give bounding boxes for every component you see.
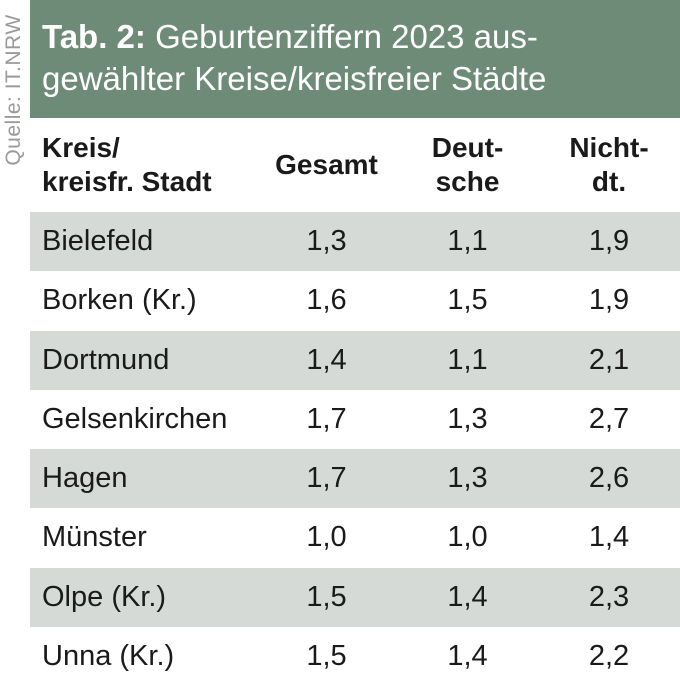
cell-deutsche: 1,5: [447, 284, 488, 317]
cell-nichtdeutsche: 2,6: [588, 462, 630, 495]
cell-nichtdeutsche: 2,2: [588, 639, 630, 672]
cell-deutsche: 1,3: [447, 402, 488, 435]
cell-deutsche: 1,4: [447, 639, 488, 672]
cell-deutsche: 1,0: [447, 521, 488, 554]
cell-deutsche: 1,1: [447, 343, 488, 376]
table-row: Unna (Kr.) 1,5 1,4 2,2: [30, 626, 680, 686]
cell-kreis: Unna (Kr.): [42, 639, 175, 672]
cell-nichtdeutsche: 1,9: [588, 225, 630, 258]
table-row: Olpe (Kr.) 1,5 1,4 2,3: [30, 567, 680, 627]
cell-gesamt: 1,3: [306, 225, 347, 258]
cell-gesamt: 1,7: [306, 462, 347, 495]
source-note: Quelle: IT.NRW: [0, 0, 28, 686]
cell-gesamt: 1,4: [306, 343, 347, 376]
cell-gesamt: 1,0: [306, 521, 347, 554]
cell-nichtdeutsche: 1,4: [588, 521, 630, 554]
cell-kreis: Gelsenkirchen: [42, 402, 228, 435]
cell-kreis: Olpe (Kr.): [42, 580, 167, 613]
cell-kreis: Bielefeld: [42, 225, 154, 258]
header-nichtdeutsche: Nicht- dt.: [569, 132, 649, 197]
cell-deutsche: 1,4: [447, 580, 488, 613]
title-prefix: Tab. 2:: [42, 18, 146, 55]
table-row: Borken (Kr.) 1,6 1,5 1,9: [30, 271, 680, 331]
source-label: Quelle: IT.NRW: [2, 14, 25, 166]
cell-nichtdeutsche: 2,1: [588, 343, 630, 376]
table-header: Kreis/ kreisfr. Stadt Gesamt Deut- sche …: [30, 118, 680, 212]
cell-gesamt: 1,5: [306, 580, 347, 613]
table-row: Hagen 1,7 1,3 2,6: [30, 449, 680, 509]
cell-gesamt: 1,5: [306, 639, 347, 672]
cell-nichtdeutsche: 2,3: [588, 580, 630, 613]
cell-gesamt: 1,6: [306, 284, 347, 317]
table-row: Gelsenkirchen 1,7 1,3 2,7: [30, 389, 680, 449]
cell-deutsche: 1,1: [447, 225, 488, 258]
table-row: Dortmund 1,4 1,1 2,1: [30, 330, 680, 390]
title-line2: gewählter Kreise/kreisfreier Städte: [42, 60, 547, 97]
header-gesamt: Gesamt: [275, 149, 378, 180]
cell-nichtdeutsche: 2,7: [588, 402, 630, 435]
cell-deutsche: 1,3: [447, 462, 488, 495]
table-row: Münster 1,0 1,0 1,4: [30, 508, 680, 568]
cell-kreis: Dortmund: [42, 343, 170, 376]
title-line1: Geburtenziffern 2023 aus-: [145, 18, 538, 55]
table-panel: Tab. 2: Geburtenziffern 2023 aus- gewähl…: [30, 0, 680, 686]
cell-kreis: Hagen: [42, 462, 128, 495]
cell-gesamt: 1,7: [306, 402, 347, 435]
cell-kreis: Borken (Kr.): [42, 284, 197, 317]
header-kreis: Kreis/ kreisfr. Stadt: [42, 132, 212, 197]
table-title: Tab. 2: Geburtenziffern 2023 aus- gewähl…: [30, 0, 680, 118]
cell-nichtdeutsche: 1,9: [588, 284, 630, 317]
table-row: Bielefeld 1,3 1,1 1,9: [30, 212, 680, 272]
cell-kreis: Münster: [42, 521, 147, 554]
header-deutsche: Deut- sche: [431, 132, 504, 197]
